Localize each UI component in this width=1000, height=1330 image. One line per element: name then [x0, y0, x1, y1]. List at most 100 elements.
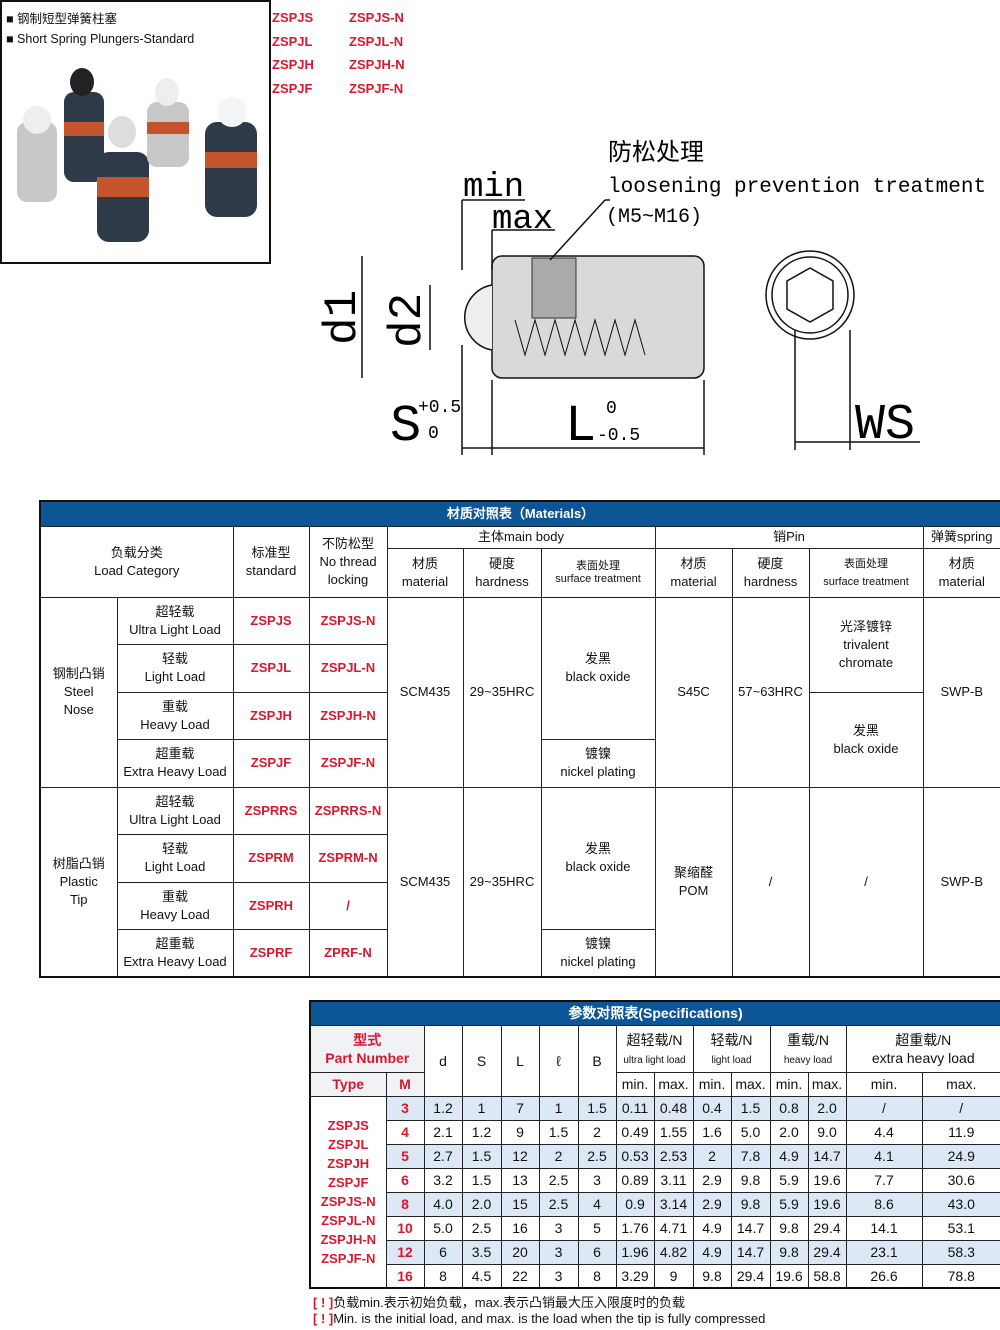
spec-value: 22	[500, 1263, 540, 1289]
spec-value: 0.89	[615, 1167, 655, 1193]
spec-value: 2	[538, 1143, 579, 1169]
spec-value: 9	[653, 1263, 694, 1289]
no-lock-code: ZSPRRS-N	[308, 786, 388, 835]
spec-row: 6 3.2 1.5 13 2.5 3 0.89 3.11 2.9 9.8 5.9 19.6 7.7 30.…	[310, 1167, 1000, 1193]
thread-size: 6	[385, 1167, 425, 1193]
dim-s-tol-up: +0.5	[418, 398, 461, 418]
technical-drawing: 防松处理 loosening prevention treatment (M5~…	[317, 139, 986, 456]
spec-value: 4.9	[692, 1215, 732, 1241]
spec-value: 9.8	[769, 1215, 809, 1241]
spec-value: 9.0	[807, 1119, 847, 1145]
header-ultra-light: 超轻载/N ultra light load	[615, 1024, 694, 1073]
spec-value: 5.0	[423, 1215, 463, 1241]
standard-code: ZSPRH	[232, 881, 310, 930]
spec-value: 2.0	[461, 1191, 502, 1217]
spec-value: 9.8	[730, 1191, 771, 1217]
spec-value: 2.9	[692, 1167, 732, 1193]
code: ZSPJL-N	[349, 33, 404, 49]
spec-value: 0.11	[615, 1095, 655, 1121]
spec-value: 19.6	[807, 1167, 847, 1193]
code-row: ZSPJL ZSPJL-N	[272, 30, 405, 54]
note-cn-text: 负载min.表示初始负载，max.表示凸销最大压入限度时的负载	[333, 1295, 685, 1310]
dim-l-tol-up: 0	[606, 399, 617, 419]
header-min: min.	[615, 1071, 655, 1097]
spec-value: 14.1	[845, 1215, 923, 1241]
material-row: 超重载 Extra Heavy Load ZSPJF ZSPJF-N 镀镍 nicke…	[40, 739, 1000, 788]
thread-size: 16	[385, 1263, 425, 1289]
material-row: 轻载 Light Load ZSPJL ZSPJL-N	[40, 644, 1000, 693]
material-row: 超重载 Extra Heavy Load ZSPRF ZPRF-N 镀镍 nickel…	[40, 929, 1000, 978]
header-load-category: 负载分类 Load Category	[39, 525, 234, 598]
header-material: 材质 material	[654, 547, 733, 598]
thread-size: 4	[385, 1119, 425, 1145]
pin-material: S45C	[654, 596, 733, 788]
spec-value: 13	[500, 1167, 540, 1193]
material-row: 轻载 Light Load ZSPRM ZSPRM-N	[40, 834, 1000, 883]
standard-code: ZSPRF	[232, 929, 310, 978]
spec-value: 15	[500, 1191, 540, 1217]
header-extra-heavy: 超重载/N extra heavy load	[845, 1024, 1000, 1073]
spec-value: 2.53	[653, 1143, 694, 1169]
header-light: 轻载/N light load	[692, 1024, 771, 1073]
body-surface: 发黑 black oxide	[540, 786, 656, 930]
spec-value: 7.8	[730, 1143, 771, 1169]
note-mark: [ ! ]	[313, 1295, 334, 1310]
specifications-table: 参数对照表(Specifications) 型式 Part Number d S …	[309, 1000, 1000, 1289]
spec-value: 3	[538, 1263, 579, 1289]
spec-value: 7	[500, 1095, 540, 1121]
header-max: max.	[807, 1071, 847, 1097]
load-category: 轻载 Light Load	[116, 644, 234, 693]
spec-value: 9	[500, 1119, 540, 1145]
material-row: 钢制凸销 Steel Nose 超轻载 Ultra Light Load ZSPJS…	[39, 596, 1000, 788]
product-photo-panel: ■ 钢制短型弹簧柱塞 ■ Short Spring Plungers-Stand…	[0, 0, 271, 264]
body-hardness: 29~35HRC	[462, 596, 542, 788]
load-cn: 超轻载/N	[626, 1031, 683, 1048]
header-standard: 标准型 standard	[232, 525, 310, 598]
note-cn: [ ! ]负载min.表示初始负载，max.表示凸销最大压入限度时的负载	[313, 1292, 685, 1311]
no-lock-code: ZSPJF-N	[308, 739, 388, 788]
pin-surface: 光泽镀锌 trivalent chromate	[808, 596, 924, 693]
spec-value: 14.7	[807, 1143, 847, 1169]
anti-loosening-label-en: loosening prevention treatment	[608, 176, 986, 199]
body-material: SCM435	[386, 786, 464, 978]
load-en: extra heavy load	[871, 1049, 975, 1066]
spec-value: 0.49	[615, 1119, 655, 1145]
spec-value: 1.2	[461, 1119, 502, 1145]
dim-d1: d1	[317, 290, 369, 345]
spec-value: 4.0	[423, 1191, 463, 1217]
pin-material: 聚缩醛 POM	[654, 786, 733, 978]
spec-value: 19.6	[807, 1191, 847, 1217]
spec-value: 4.71	[653, 1215, 694, 1241]
spec-value: 9.8	[692, 1263, 732, 1289]
spec-value: /	[921, 1095, 1000, 1121]
spec-value: 12	[500, 1143, 540, 1169]
spec-value: 29.4	[807, 1239, 847, 1265]
materials-title: 材质对照表（Materials）	[39, 500, 1000, 527]
code: ZSPJH-N	[349, 57, 405, 72]
spring-material: SWP-B	[922, 786, 1000, 978]
load-en: light load	[711, 1054, 752, 1066]
header-pin: 销Pin	[654, 525, 924, 549]
header-no-lock: 不防松型 No thread locking	[308, 525, 388, 598]
dim-ws: WS	[855, 397, 915, 454]
code-list: ZSPJS ZSPJS-N ZSPJL ZSPJL-N ZSPJH ZSPJH-N Z…	[272, 6, 405, 100]
load-category: 重载 Heavy Load	[116, 881, 234, 930]
spec-value: 2	[577, 1119, 617, 1145]
load-cn: 重载/N	[787, 1031, 829, 1048]
spec-row: 16 8 4.5 22 3 8 3.29 9 9.8 29.4 19.6 58.8 26.6 78.8	[310, 1263, 1000, 1289]
code: ZSPJL	[272, 33, 313, 49]
spec-value: 3.29	[615, 1263, 655, 1289]
spec-row: 12 6 3.5 20 3 6 1.96 4.82 4.9 14.7 9.8 29.4 23.1 58.3	[310, 1239, 1000, 1265]
spec-value: 30.6	[921, 1167, 1000, 1193]
header-min: min.	[845, 1071, 923, 1097]
part-en: Part Number	[325, 1049, 410, 1066]
spec-value: 29.4	[807, 1215, 847, 1241]
spec-value: 19.6	[769, 1263, 809, 1289]
spec-value: 1.5	[461, 1143, 502, 1169]
pin-surface: /	[808, 786, 924, 978]
load-category: 超轻载 Ultra Light Load	[116, 596, 234, 645]
spec-value: 11.9	[921, 1119, 1000, 1145]
spec-value: 7.7	[845, 1167, 923, 1193]
note-en: [ ! ]Min. is the initial load, and max. …	[313, 1311, 765, 1326]
spec-value: 1.5	[538, 1119, 579, 1145]
